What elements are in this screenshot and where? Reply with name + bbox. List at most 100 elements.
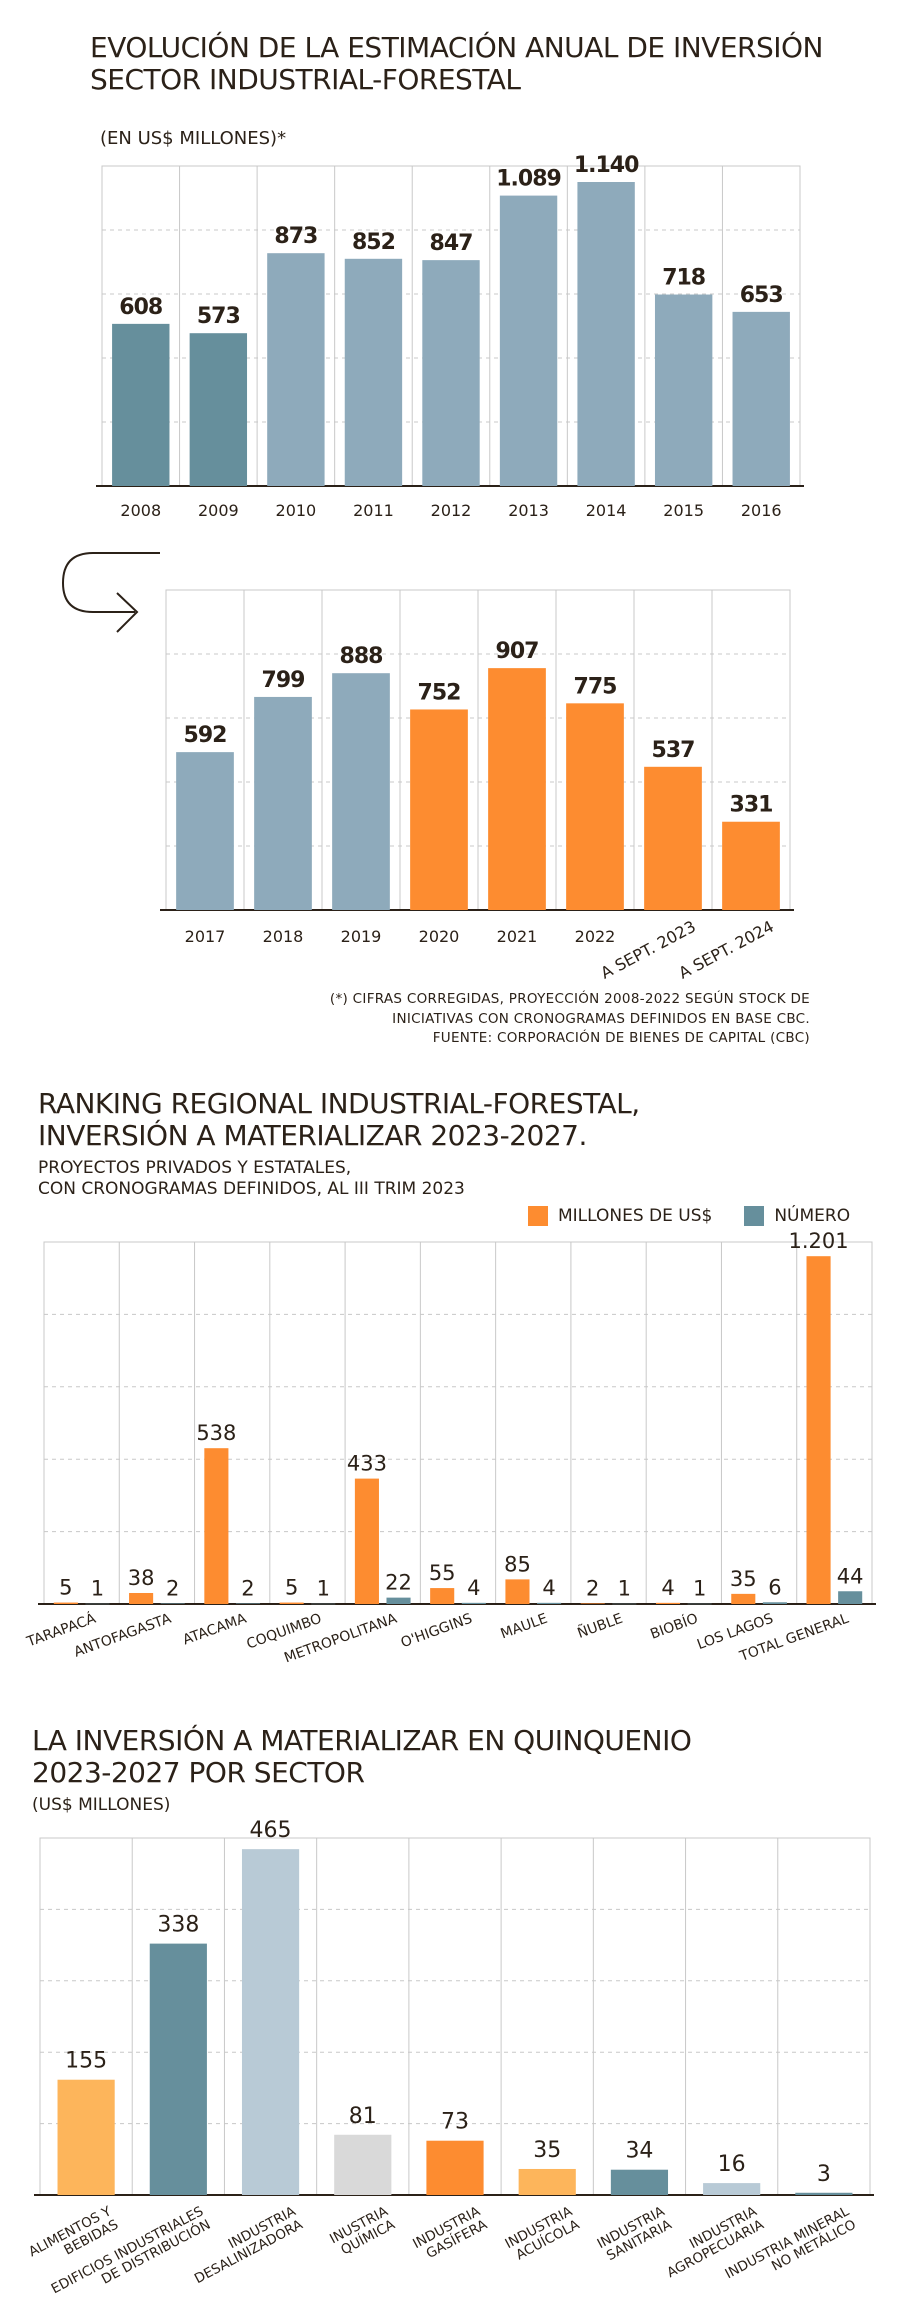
sector-category-label: INDUSTRIAACUÍCOLA xyxy=(502,2203,582,2265)
years-2017-2024-value-label: 752 xyxy=(418,680,461,705)
years-2008-2016-category-label: 2015 xyxy=(663,501,704,520)
sector-value-label: 35 xyxy=(533,2138,561,2163)
footnote-line2: INICIATIVAS CON CRONOGRAMAS DEFINIDOS EN… xyxy=(392,1010,810,1027)
legend-label-millones: MILLONES DE US$ xyxy=(558,1206,713,1226)
years-2008-2016-bar xyxy=(654,294,713,486)
chart2-title-line1: RANKING REGIONAL INDUSTRIAL-FORESTAL, xyxy=(38,1087,640,1120)
regional-bar-numero xyxy=(311,1603,336,1605)
sector-bar xyxy=(610,2169,669,2195)
years-2017-2024-value-label: 537 xyxy=(652,738,695,763)
regional-value-label: 5 xyxy=(285,1576,298,1600)
chart3-title: LA INVERSIÓN A MATERIALIZAR EN QUINQUENI… xyxy=(32,1724,692,1789)
regional-bar-numero xyxy=(386,1597,411,1604)
years-2008-2016-value-label: 847 xyxy=(430,231,473,256)
regional-value-label: 1 xyxy=(693,1577,706,1601)
regional-value-label: 55 xyxy=(429,1561,456,1585)
chart3-title-line1: LA INVERSIÓN A MATERIALIZAR EN QUINQUENI… xyxy=(32,1724,692,1757)
years-2008-2016-category-label: 2008 xyxy=(120,501,161,520)
regional-value-label: 4 xyxy=(542,1576,555,1600)
chart2-svg: 592 799 888 752 907 775 537 331 2017 2018 2019 2020… xyxy=(160,589,794,983)
chart3-subtitle: (US$ MILLONES) xyxy=(32,1795,171,1815)
years-2017-2024-value-label: 592 xyxy=(184,723,227,748)
regional-value-label: 433 xyxy=(347,1452,387,1476)
regional-value-label: 538 xyxy=(196,1421,236,1445)
regional-bar-millones xyxy=(129,1592,154,1604)
chart1-svg: 608 573 873 852 847 1.089 1.140 718 653 2008 2009 2… xyxy=(96,153,804,520)
years-2008-2016-value-label: 653 xyxy=(740,283,783,308)
regional-value-label: 1.201 xyxy=(788,1229,848,1253)
regional-bar-numero xyxy=(160,1603,185,1604)
regional-bar-millones xyxy=(806,1256,831,1604)
chart2-subtitle: PROYECTOS PRIVADOS Y ESTATALES, CON CRON… xyxy=(38,1158,465,1201)
regional-value-label: 22 xyxy=(385,1571,412,1595)
years-2017-2024-value-label: 799 xyxy=(262,668,305,693)
sector-bar xyxy=(703,2183,761,2195)
years-2008-2016-bar xyxy=(344,258,403,486)
sector-value-label: 3 xyxy=(817,2162,831,2187)
regional-value-label: 2 xyxy=(586,1576,599,1600)
years-2017-2024-bar xyxy=(332,673,390,910)
regional-bar-numero xyxy=(612,1603,637,1605)
sector-category-label: INDUSTRIASANITARIA xyxy=(595,2203,675,2265)
regional-bar-numero xyxy=(762,1602,787,1604)
years-2017-2024-bar xyxy=(644,766,702,910)
years-2008-2016-bar xyxy=(267,253,325,486)
chart1-title-line1: EVOLUCIÓN DE LA ESTIMACIÓN ANUAL DE INVE… xyxy=(90,31,824,64)
regional-bar-millones xyxy=(655,1602,681,1604)
regional-value-label: 85 xyxy=(504,1552,531,1576)
sector-value-label: 34 xyxy=(625,2139,653,2164)
years-2008-2016-bar xyxy=(577,182,635,486)
regional-bar-millones xyxy=(279,1602,304,1604)
sector-value-label: 338 xyxy=(157,1913,199,1938)
years-2008-2016-bar xyxy=(499,195,558,486)
regional-value-label: 38 xyxy=(128,1566,155,1590)
years-2008-2016-value-label: 852 xyxy=(352,230,395,255)
footnote-source: FUENTE: CORPORACIÓN DE BIENES DE CAPITAL… xyxy=(432,1030,810,1047)
chart1-footnote: (*) CIFRAS CORREGIDAS, PROYECCIÓN 2008-2… xyxy=(330,990,810,1049)
years-2017-2024-category-label: 2017 xyxy=(185,927,226,946)
chart1-title: EVOLUCIÓN DE LA ESTIMACIÓN ANUAL DE INVE… xyxy=(90,31,824,97)
chart2-title-line2: INVERSIÓN A MATERIALIZAR 2023-2027. xyxy=(38,1119,587,1153)
years-2008-2016-value-label: 608 xyxy=(119,295,162,320)
regional-value-label: 1 xyxy=(91,1577,104,1601)
regional-bar-millones xyxy=(580,1603,605,1604)
regional-bar-numero xyxy=(235,1603,261,1604)
sector-category-label: EDIFICIOS INDUSTRIALESDE DISTRIBUCIÓN xyxy=(49,2203,214,2310)
sector-value-label: 73 xyxy=(441,2110,469,2135)
regional-value-label: 1 xyxy=(317,1577,330,1601)
chart1-title-line2: SECTOR INDUSTRIAL-FORESTAL xyxy=(90,63,521,97)
continuation-arrow-icon xyxy=(61,552,160,633)
chart2-subtitle-line2: CON CRONOGRAMAS DEFINIDOS, AL III TRIM 2… xyxy=(38,1179,465,1200)
years-2017-2024-category-label: 2018 xyxy=(263,927,304,946)
regional-value-label: 6 xyxy=(768,1575,781,1599)
years-2008-2016-value-label: 573 xyxy=(197,304,240,329)
chart2-title: RANKING REGIONAL INDUSTRIAL-FORESTAL, IN… xyxy=(38,1087,640,1153)
years-2008-2016-category-label: 2014 xyxy=(586,501,627,520)
years-2017-2024-bar xyxy=(722,821,780,910)
years-2008-2016-value-label: 1.089 xyxy=(496,167,561,192)
years-2008-2016-bar xyxy=(732,311,790,486)
regional-value-label: 2 xyxy=(241,1576,254,1600)
regional-value-label: 2 xyxy=(166,1576,179,1600)
legend-swatch-numero xyxy=(744,1206,765,1226)
regional-bar-millones xyxy=(204,1448,229,1604)
regional-bar-numero xyxy=(537,1602,562,1604)
sector-bar xyxy=(795,2192,853,2195)
regional-value-label: 4 xyxy=(661,1576,674,1600)
chart2-legend: MILLONES DE US$ NÚMERO xyxy=(528,1206,850,1226)
regional-bar-numero xyxy=(838,1591,863,1604)
years-2008-2016-category-label: 2012 xyxy=(431,501,472,520)
regional-value-label: 35 xyxy=(730,1567,757,1591)
years-2008-2016-category-label: 2009 xyxy=(198,501,239,520)
years-2008-2016-bar xyxy=(422,260,480,486)
chart2-subtitle-line1: PROYECTOS PRIVADOS Y ESTATALES, xyxy=(38,1158,352,1178)
years-2008-2016-bar xyxy=(112,323,170,486)
years-2017-2024-bar xyxy=(254,696,312,910)
regional-value-label: 1 xyxy=(618,1577,631,1601)
regional-bar-millones xyxy=(731,1593,756,1604)
regional-bar-millones xyxy=(505,1579,530,1604)
years-2017-2024-bar xyxy=(176,752,234,910)
sector-category-label: INUSTRIAQUÍMICA xyxy=(327,2203,398,2260)
sector-bar xyxy=(241,1849,300,2195)
years-2017-2024-value-label: 907 xyxy=(496,639,539,664)
